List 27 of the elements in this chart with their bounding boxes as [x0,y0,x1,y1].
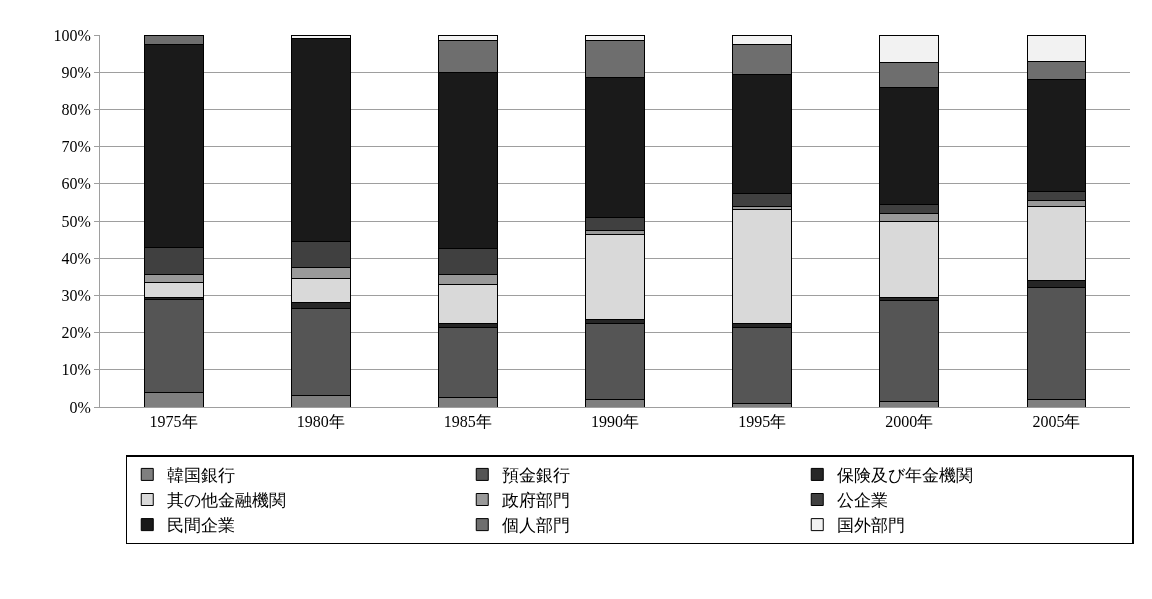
y-tick-label: 60% [61,175,91,193]
x-tick-label: 2005年 [1032,413,1081,431]
y-tick-label: 90% [61,63,91,81]
x-tick-label: 2000年 [885,413,934,431]
y-tick-label: 0% [69,398,91,416]
x-tick-label: 1990年 [591,413,639,431]
x-tick-label: 1995年 [738,413,787,431]
y-tick-label: 30% [61,287,91,304]
y-tick-label: 20% [61,324,91,342]
y-tick-label: 50% [61,212,91,230]
x-tick-label: 1980年 [296,413,345,431]
legend-label: 其の他金融機関 [167,491,287,511]
y-tick-label: 100% [53,26,91,44]
legend-label: 韓国銀行 [167,466,236,486]
legend-label: 保険及び年金機関 [837,466,974,486]
legend-label: 民間企業 [167,516,236,536]
legend-label: 国外部門 [837,516,906,536]
y-tick-label: 80% [61,101,91,118]
x-tick-label: 1985年 [443,413,492,431]
legend-label: 公企業 [837,491,889,511]
y-tick-label: 10% [61,361,91,379]
legend-label: 政府部門 [502,491,571,511]
legend-label: 預金銀行 [502,466,571,486]
x-tick-label: 1975年 [149,413,198,431]
y-tick-label: 40% [61,249,91,267]
legend-label: 個人部門 [502,516,571,536]
y-tick-label: 70% [61,138,91,156]
